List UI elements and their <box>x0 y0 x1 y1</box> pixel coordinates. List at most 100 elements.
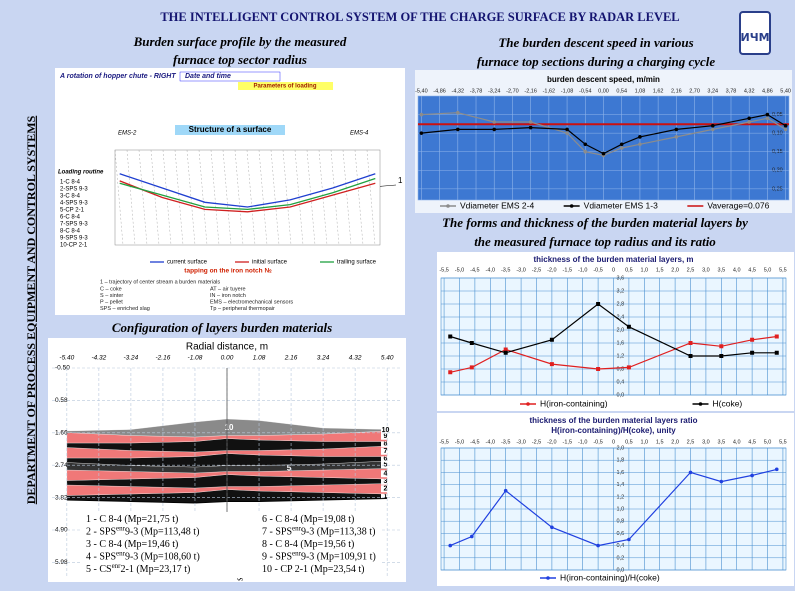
x-tick-label: 2,70 <box>689 88 700 94</box>
y-tick-label: 1,6 <box>617 470 625 476</box>
x-tick-label: -4,32 <box>452 88 465 94</box>
data-point <box>549 362 554 367</box>
data-point <box>719 354 724 358</box>
data-point <box>596 367 601 371</box>
title: THE INTELLIGENT CONTROL SYSTEM OF THE CH… <box>160 10 679 24</box>
data-point <box>448 543 453 548</box>
note: EMS – electromechanical sensors <box>210 299 293 305</box>
x-tick-label: -1,5 <box>563 439 572 445</box>
legend-marker <box>446 204 450 208</box>
x-tick-label: 5,40 <box>780 88 791 94</box>
legend-label: 2 - SPSenr9-3 (Mp=113,48 t) <box>86 524 199 538</box>
x-tick-label: 0.00 <box>221 355 234 362</box>
x-tick-label: -2,5 <box>532 267 541 273</box>
legend-part: 1 - C 8-4 (Mp=21,75 t) <box>86 514 178 525</box>
x-tick-label: -3,24 <box>488 88 501 94</box>
routine-item: 5-CP 2-1 <box>60 208 85 214</box>
data-point <box>419 131 424 135</box>
x-tick-label: 3,5 <box>717 439 725 445</box>
routine-item: 10-CP 2-1 <box>60 243 88 249</box>
label: Parameters of loading <box>253 84 316 90</box>
data-point <box>688 354 693 358</box>
data-point <box>750 350 755 355</box>
x-tick-label: 1,5 <box>656 439 664 445</box>
layer-tag <box>381 477 390 485</box>
layer-label: 5 <box>384 462 388 469</box>
y-tick-label: 0,25 <box>772 186 783 192</box>
data-point <box>596 302 601 306</box>
x-tick-label: 2.16 <box>284 355 298 362</box>
routine-item: 6-C 8-4 <box>60 215 81 221</box>
series-line <box>421 112 786 157</box>
y-tick-label: 2,4 <box>617 314 625 320</box>
x-tick-label: 0 <box>612 267 615 273</box>
legend-label: initial surface <box>252 260 288 266</box>
layer-tag <box>381 455 390 463</box>
caption: Burden surface profile by the measured <box>133 34 347 49</box>
y-tick-label: 0,8 <box>617 366 625 372</box>
x-tick-label: 4,5 <box>748 267 756 273</box>
y-tick-label: 1,2 <box>617 494 625 500</box>
x-tick-label: 2,0 <box>671 267 679 273</box>
legend-part: 9 - SPS <box>262 552 292 563</box>
x-tick-label: -2.16 <box>156 355 171 362</box>
y-tick-label: 0,0 <box>617 567 625 573</box>
legend-label: current surface <box>167 260 208 266</box>
layer-label: 6 <box>384 456 388 463</box>
caption: the measured furnace top radius and its … <box>474 234 716 249</box>
legend-part: 8 - C 8-4 (Mp=19,56 t) <box>262 539 354 550</box>
legend-label: 4 - SPSenr9-3 (Mp=108,60 t) <box>86 549 200 563</box>
plot-area <box>114 149 381 246</box>
x-tick-label: 5,0 <box>764 439 772 445</box>
legend-part: 9-3 (Mp=113,48 t) <box>125 527 199 538</box>
y-tick-label: 1,8 <box>617 458 625 464</box>
department: DEPARTMENT OF PROCESS EQUIPMENT AND CONT… <box>24 115 38 504</box>
layer-tag <box>381 426 390 434</box>
layer-label: 3 <box>384 478 388 485</box>
routine-item: 9-SPS 9-3 <box>60 236 88 242</box>
x-tick-label: -3,0 <box>516 267 525 273</box>
caption: furnace top sections during a charging c… <box>477 54 716 69</box>
y-tick-label: 0,2 <box>617 555 625 561</box>
y-tick-label: 1,2 <box>617 353 625 359</box>
legend-label: 1 - C 8-4 (Mp=21,75 t) <box>86 514 178 525</box>
y-tick-label: 0.58 <box>55 397 68 404</box>
box <box>238 82 333 90</box>
x-tick-label: -2,5 <box>532 439 541 445</box>
data-point <box>448 334 453 339</box>
x-tick-label: 5,5 <box>779 267 787 273</box>
routine-item: 4-SPS 9-3 <box>60 201 88 207</box>
legend-marker <box>569 204 574 208</box>
x-tick-label: -0,5 <box>593 439 602 445</box>
y-tick-label: 0,10 <box>772 131 783 137</box>
data-point <box>455 127 460 132</box>
chart-title: thickness of the burden material layers … <box>529 416 697 425</box>
chart-subtitle: H(iron-containing)/H(coke), unity <box>551 426 676 435</box>
data-point <box>469 341 474 345</box>
y-tick-label: 0,4 <box>617 379 625 385</box>
data-point <box>528 125 533 130</box>
x-tick-label: 4,32 <box>744 88 755 94</box>
data-point <box>550 525 554 530</box>
data-point <box>747 120 752 124</box>
legend-label: Vdiameter EMS 2-4 <box>460 200 534 210</box>
x-tick-label: 1,5 <box>656 267 664 273</box>
data-point <box>765 116 770 121</box>
x-tick-label: 5,5 <box>779 439 787 445</box>
legend-marker <box>698 402 703 406</box>
routine-item: 8-C 8-4 <box>60 229 81 235</box>
label: EMS-4 <box>350 131 369 137</box>
series-line <box>119 177 376 211</box>
x-tick-label: -4,0 <box>486 267 495 273</box>
x-tick-label: -0,5 <box>593 267 602 273</box>
legend-part: 10 - CP 2-1 (Mp=23,54 t) <box>262 564 365 575</box>
legend-label: 7 - SPSenr9-3 (Mp=113,38 t) <box>262 524 375 538</box>
caption: furnace top sector radius <box>173 52 307 67</box>
y-tick-label: 0,20 <box>772 168 783 174</box>
x-tick-label: -3.24 <box>123 355 138 362</box>
legend-label: H(coke) <box>713 398 743 408</box>
logo-text: ИЧМ <box>740 31 769 44</box>
data-point <box>750 473 754 478</box>
legend-part: 5 - CS <box>86 564 112 575</box>
